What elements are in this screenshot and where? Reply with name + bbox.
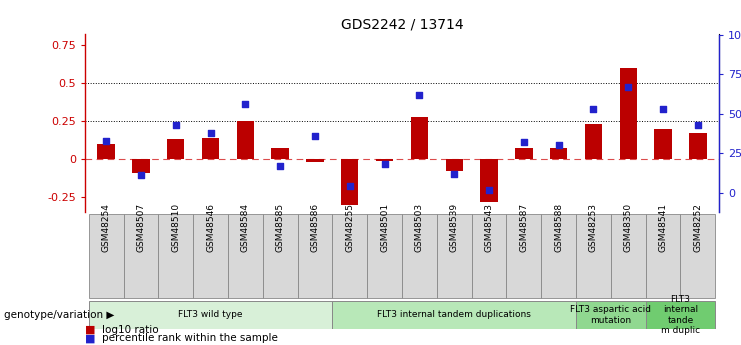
Bar <box>611 214 645 298</box>
Bar <box>132 159 150 173</box>
Text: FLT3 internal tandem duplications: FLT3 internal tandem duplications <box>377 310 531 319</box>
Bar <box>306 159 324 162</box>
Text: GSM48350: GSM48350 <box>624 203 633 252</box>
Bar <box>645 301 715 329</box>
Bar <box>619 68 637 159</box>
Point <box>344 184 356 189</box>
Bar <box>515 148 533 159</box>
Point <box>170 122 182 128</box>
Bar <box>271 148 289 159</box>
Bar <box>333 214 368 298</box>
Bar <box>236 121 254 159</box>
Bar <box>645 214 680 298</box>
Bar <box>89 301 333 329</box>
Bar <box>436 214 471 298</box>
Bar <box>654 129 672 159</box>
Bar <box>689 133 707 159</box>
Text: ■: ■ <box>85 325 96 335</box>
Bar <box>333 301 576 329</box>
Point <box>518 139 530 145</box>
Bar <box>202 138 219 159</box>
Point <box>309 133 321 139</box>
Text: GSM48501: GSM48501 <box>380 203 389 252</box>
Bar <box>576 214 611 298</box>
Point <box>483 187 495 193</box>
Point <box>379 161 391 167</box>
Bar <box>402 214 436 298</box>
Point <box>135 172 147 178</box>
Text: ■: ■ <box>85 333 96 343</box>
Title: GDS2242 / 13714: GDS2242 / 13714 <box>341 18 463 32</box>
Text: GSM48588: GSM48588 <box>554 203 563 252</box>
Point <box>622 84 634 89</box>
Text: GSM48584: GSM48584 <box>241 203 250 252</box>
Text: percentile rank within the sample: percentile rank within the sample <box>102 333 277 343</box>
Text: GSM48587: GSM48587 <box>519 203 528 252</box>
Bar <box>298 214 333 298</box>
Text: GSM48507: GSM48507 <box>136 203 145 252</box>
Text: GSM48503: GSM48503 <box>415 203 424 252</box>
Point <box>100 138 112 143</box>
Text: GSM48539: GSM48539 <box>450 203 459 252</box>
Bar <box>506 214 541 298</box>
Bar <box>97 144 115 159</box>
Text: GSM48252: GSM48252 <box>694 203 702 252</box>
Bar <box>228 214 263 298</box>
Bar <box>124 214 159 298</box>
Point <box>205 130 216 135</box>
Bar <box>376 159 393 160</box>
Bar <box>471 214 506 298</box>
Bar <box>193 214 228 298</box>
Point <box>239 101 251 107</box>
Bar <box>263 214 298 298</box>
Bar <box>89 214 124 298</box>
Text: GSM48543: GSM48543 <box>485 203 494 252</box>
Point <box>588 106 599 112</box>
Text: GSM48585: GSM48585 <box>276 203 285 252</box>
Point <box>413 92 425 97</box>
Bar <box>680 214 715 298</box>
Text: GSM48510: GSM48510 <box>171 203 180 252</box>
Text: genotype/variation ▶: genotype/variation ▶ <box>4 310 114 320</box>
Point <box>448 171 460 177</box>
Bar <box>368 214 402 298</box>
Bar <box>411 117 428 159</box>
Bar <box>341 159 359 205</box>
Text: GSM48586: GSM48586 <box>310 203 319 252</box>
Bar <box>445 159 463 171</box>
Text: GSM48546: GSM48546 <box>206 203 215 252</box>
Bar <box>550 148 568 159</box>
Bar <box>480 159 498 201</box>
Text: FLT3 wild type: FLT3 wild type <box>179 310 243 319</box>
Text: GSM48255: GSM48255 <box>345 203 354 252</box>
Point <box>553 142 565 148</box>
Point <box>692 122 704 128</box>
Text: GSM48253: GSM48253 <box>589 203 598 252</box>
Bar <box>576 301 645 329</box>
Bar <box>585 124 602 159</box>
Text: FLT3 aspartic acid
mutation: FLT3 aspartic acid mutation <box>571 305 651 325</box>
Point <box>657 106 669 112</box>
Text: log10 ratio: log10 ratio <box>102 325 158 335</box>
Bar <box>167 139 185 159</box>
Text: FLT3
internal
tande
m duplic: FLT3 internal tande m duplic <box>661 295 700 335</box>
Text: GSM48541: GSM48541 <box>659 203 668 252</box>
Bar <box>159 214 193 298</box>
Point <box>274 163 286 169</box>
Bar <box>541 214 576 298</box>
Text: GSM48254: GSM48254 <box>102 203 110 252</box>
